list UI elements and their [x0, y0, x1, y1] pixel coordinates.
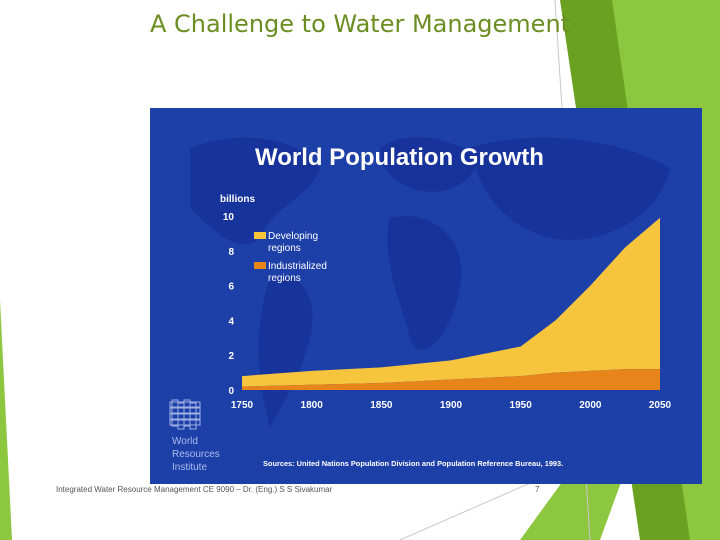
world-map-background [190, 137, 670, 428]
x-tick-label: 1900 [440, 400, 463, 411]
x-tick-label: 1800 [301, 400, 324, 411]
wri-logo-text: World [172, 436, 198, 447]
x-tick-label: 2000 [579, 400, 602, 411]
legend-swatch-developing [254, 232, 266, 239]
wri-logo-bar [169, 413, 201, 420]
wri-logo-text: Resources [172, 449, 220, 460]
x-tick-label: 1850 [370, 400, 393, 411]
y-tick-label: 0 [228, 386, 234, 397]
y-tick-label: 6 [228, 282, 234, 293]
population-chart-figure: Developing regions Industrialized regions W… [150, 108, 702, 484]
legend-label: regions [268, 243, 301, 254]
footer-text: Integrated Water Resource Management CE … [56, 485, 333, 494]
source-note: Sources: United Nations Population Divis… [263, 459, 563, 468]
plot-area [242, 217, 660, 390]
y-tick-label: 4 [228, 316, 234, 327]
series-area-industrialized [242, 369, 660, 390]
wri-logo-text: Institute [172, 462, 207, 473]
wri-logo-bar [189, 402, 197, 430]
legend-label: Industrialized [268, 261, 327, 272]
legend-label: Developing [268, 231, 318, 242]
slide-title: A Challenge to Water Management [150, 10, 571, 38]
legend-label: regions [268, 273, 301, 284]
wri-logo-bar [169, 419, 201, 426]
x-tick-label: 1750 [231, 400, 254, 411]
chart-title: World Population Growth [255, 144, 544, 171]
x-tick-label: 2050 [649, 400, 672, 411]
series-area-developing [242, 217, 660, 387]
y-tick-label: 2 [228, 351, 234, 362]
y-tick-label: 8 [228, 247, 234, 258]
wri-logo-bar [169, 407, 201, 414]
legend-swatch-industrialized [254, 262, 266, 269]
wri-logo-icon [169, 399, 201, 430]
y-axis-label: billions [220, 194, 255, 205]
page-number: 7 [535, 485, 540, 494]
x-tick-label: 1950 [510, 400, 533, 411]
y-tick-label: 10 [223, 212, 235, 223]
left-green-accent [0, 300, 12, 540]
wri-logo-bar [169, 401, 201, 408]
